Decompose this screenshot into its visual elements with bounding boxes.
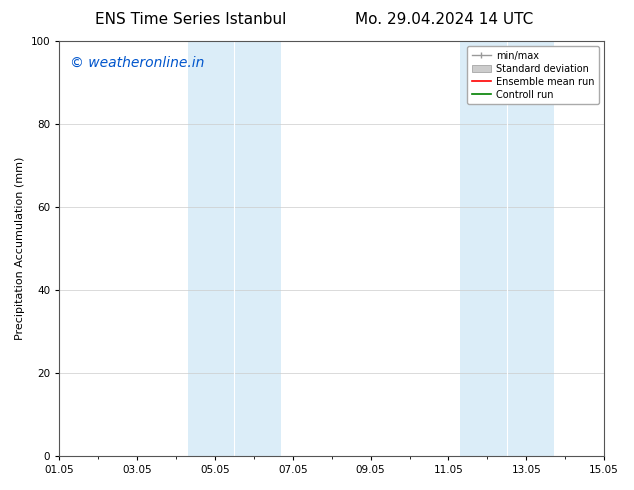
- Text: © weatheronline.in: © weatheronline.in: [70, 55, 205, 70]
- Bar: [460, 41, 507, 456]
- Bar: [507, 41, 553, 456]
- Legend: min/max, Standard deviation, Ensemble mean run, Controll run: min/max, Standard deviation, Ensemble me…: [467, 46, 599, 104]
- Bar: [235, 41, 281, 456]
- Text: Mo. 29.04.2024 14 UTC: Mo. 29.04.2024 14 UTC: [354, 12, 533, 27]
- Y-axis label: Precipitation Accumulation (mm): Precipitation Accumulation (mm): [15, 157, 25, 340]
- Bar: [188, 41, 235, 456]
- Text: ENS Time Series Istanbul: ENS Time Series Istanbul: [94, 12, 286, 27]
